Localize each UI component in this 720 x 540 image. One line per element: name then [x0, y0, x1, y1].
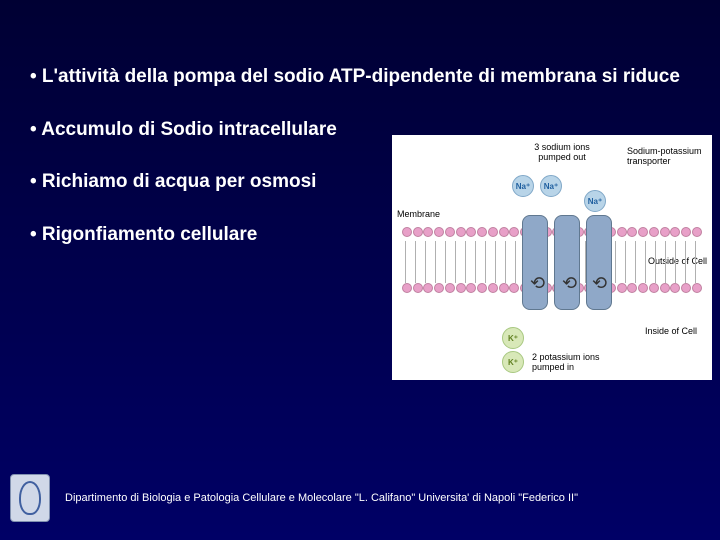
label-top: 3 sodium ions pumped out [522, 143, 602, 163]
slide-footer: Dipartimento di Biologia e Patologia Cel… [10, 474, 710, 522]
label-bottom: 2 potassium ions pumped in [532, 353, 622, 373]
na-ion-2: Na⁺ [540, 175, 562, 197]
arrow-icon: ⟲ [562, 273, 577, 294]
na-ion-1: Na⁺ [512, 175, 534, 197]
pump-protein-1 [522, 215, 548, 310]
pump-protein-3 [586, 215, 612, 310]
sodium-pump-diagram: 3 sodium ions pumped out Sodium-potassiu… [392, 135, 712, 380]
footer-text: Dipartimento di Biologia e Patologia Cel… [65, 492, 578, 504]
label-membrane: Membrane [397, 210, 440, 220]
arrow-icon: ⟲ [530, 273, 545, 294]
label-transporter: Sodium-potassium transporter [627, 147, 707, 167]
membrane-bilayer [402, 227, 702, 297]
label-inside: Inside of Cell [645, 327, 697, 337]
arrow-icon: ⟲ [592, 273, 607, 294]
k-ion-1: K⁺ [502, 327, 524, 349]
bullet-1: • L'attività della pompa del sodio ATP-d… [30, 65, 690, 90]
university-logo-icon [10, 474, 50, 522]
na-ion-3: Na⁺ [584, 190, 606, 212]
pump-protein-2 [554, 215, 580, 310]
k-ion-2: K⁺ [502, 351, 524, 373]
